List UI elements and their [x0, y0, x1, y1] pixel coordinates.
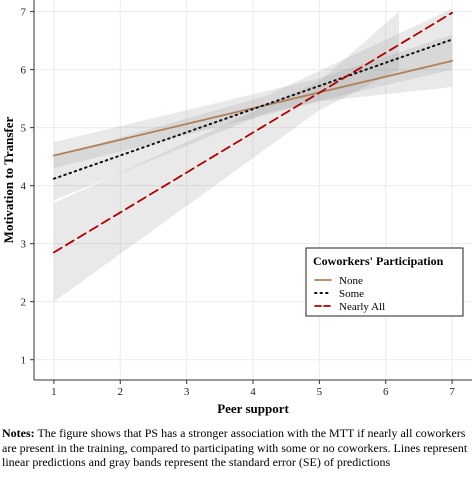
figure-note: Notes: The figure shows that PS has a st… [2, 426, 470, 470]
y-tick-label-1: 1 [21, 355, 27, 367]
note-label: Notes: [2, 426, 35, 440]
y-tick-label-7: 7 [21, 7, 27, 19]
legend-title: Coworkers' Participation [313, 254, 444, 268]
series-line-nearly-all [53, 11, 454, 254]
legend-label-nearly-all: Nearly All [339, 301, 385, 313]
gridlines [34, 0, 472, 380]
series-line-some [52, 38, 454, 180]
x-axis-ticks: 1 2 3 4 5 6 7 [51, 380, 455, 398]
x-tick-label-2: 2 [118, 386, 124, 398]
se-band-none [53, 34, 453, 169]
y-tick-label-3: 3 [21, 239, 27, 251]
interaction-line-chart: 1 2 3 4 5 6 7 1 2 3 4 5 6 7 Peer support Motivation … [1, 0, 472, 416]
legend-label-none: None [339, 275, 363, 287]
se-band-nearly-all [53, 11, 400, 302]
y-tick-label-4: 4 [21, 181, 27, 193]
legend-label-some: Some [339, 288, 364, 300]
x-tick-label-3: 3 [184, 386, 190, 398]
se-band-some [53, 8, 453, 201]
x-tick-label-6: 6 [383, 386, 389, 398]
legend: Coworkers' Participation NoneSomeNearly … [305, 247, 464, 317]
x-tick-label-5: 5 [317, 386, 323, 398]
x-tick-label-1: 1 [51, 386, 57, 398]
y-tick-label-5: 5 [21, 123, 27, 135]
y-tick-label-6: 6 [21, 65, 27, 77]
note-text: The figure shows that PS has a stronger … [2, 426, 468, 469]
x-tick-label-7: 7 [449, 386, 455, 398]
y-axis-ticks: 1 2 3 4 5 6 7 [21, 7, 34, 367]
series-lines [52, 11, 454, 254]
y-axis-title: Motivation to Transfer [1, 116, 16, 243]
x-tick-label-4: 4 [250, 386, 256, 398]
se-bands [53, 8, 453, 302]
x-axis-title: Peer support [217, 401, 289, 416]
y-tick-label-2: 2 [21, 297, 27, 309]
series-line-none [53, 60, 454, 157]
legend-box [305, 247, 464, 317]
